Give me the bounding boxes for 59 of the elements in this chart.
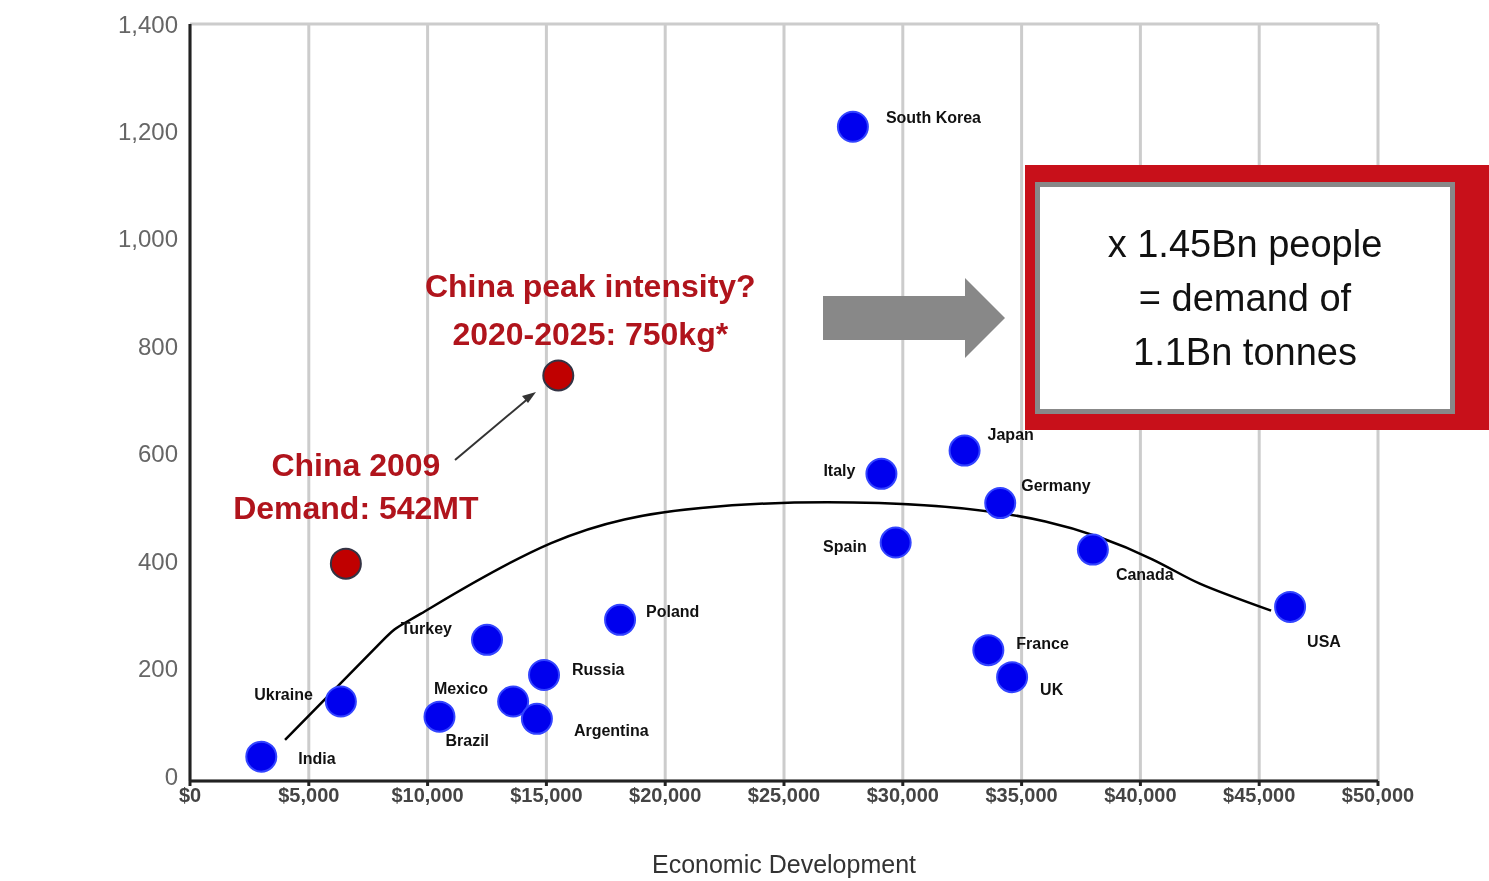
point [836, 110, 869, 143]
x-tick-label: $20,000 [629, 784, 702, 807]
y-tick-label: 0 [164, 762, 178, 790]
point [471, 623, 503, 656]
annotation: Germany [1021, 476, 1091, 494]
annotation: France [1016, 634, 1069, 652]
x-tick-label: $40,000 [1104, 784, 1177, 807]
x-tick-label: $10,000 [391, 784, 464, 807]
annotation: Turkey [400, 619, 453, 637]
point [996, 661, 1029, 694]
y-tick-label: 400 [137, 547, 178, 575]
annotation: Brazil [445, 731, 490, 749]
annotation: India [298, 749, 336, 767]
point [948, 434, 981, 467]
annotation: Italy [823, 461, 856, 479]
point [329, 547, 362, 580]
y-tick-label: 1,200 [117, 117, 178, 145]
annotation: Ukraine [254, 685, 313, 703]
annotation: UK [1040, 680, 1064, 698]
point [1076, 533, 1109, 566]
x-tick-label: $35,000 [985, 784, 1058, 807]
point [1274, 590, 1307, 623]
annotation: USA [1307, 632, 1342, 650]
annotation: Mexico [433, 679, 489, 697]
point [984, 487, 1017, 520]
y-tick-label: 800 [137, 332, 178, 360]
point [520, 702, 553, 735]
point [865, 457, 898, 490]
point [245, 740, 278, 773]
annotation: x 1.45Bn people = demand of 1.1Bn tonnes [1035, 182, 1455, 414]
y-tick-label: 600 [137, 440, 178, 468]
y-tick-label: 1,400 [117, 10, 178, 38]
point [423, 700, 456, 733]
x-tick-label: $0 [178, 784, 202, 807]
x-tick-label: $5,000 [278, 784, 340, 807]
callout-box: x 1.45Bn people = demand of 1.1Bn tonnes [1025, 165, 1489, 430]
point [542, 359, 575, 392]
point [528, 659, 561, 692]
point [972, 634, 1005, 667]
x-tick-label: $15,000 [510, 784, 583, 807]
x-tick-label: $30,000 [866, 784, 939, 807]
annotation: Argentina [573, 721, 649, 739]
annotation: China peak intensity? 2020-2025: 750kg* [424, 268, 756, 353]
point [604, 603, 637, 636]
y-tick-label: 1,000 [117, 225, 178, 253]
x-tick-label: $50,000 [1341, 784, 1415, 807]
annotation: Canada [1115, 565, 1174, 583]
point [324, 685, 357, 718]
y-tick-label: 200 [137, 655, 178, 683]
annotation: China 2009 Demand: 542MT [233, 447, 480, 527]
point [879, 526, 912, 559]
annotation: Russia [572, 660, 625, 678]
x-tick-label: $45,000 [1223, 784, 1296, 807]
point [497, 685, 530, 718]
annotation: Poland [646, 602, 700, 620]
x-tick-label: $25,000 [747, 784, 821, 807]
annotation: Spain [823, 537, 867, 555]
x-axis-title: Economic Development [651, 850, 917, 878]
annotation: South Korea [885, 108, 982, 126]
